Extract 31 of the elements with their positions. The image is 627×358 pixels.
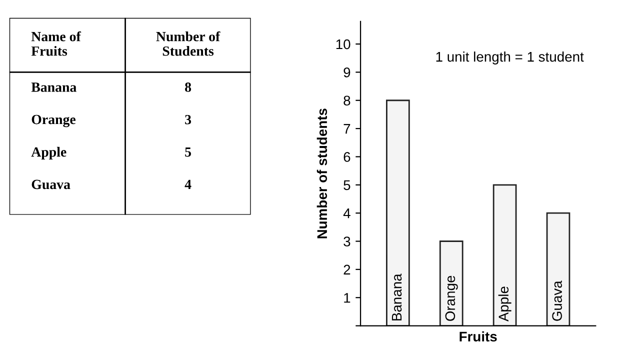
text: 8	[185, 82, 192, 92]
y-tick-label: 3	[344, 236, 350, 246]
y-tick-label: 1	[344, 293, 350, 303]
text: Banana	[31, 82, 76, 92]
y-tick-label: 5	[344, 180, 350, 190]
y-tick-label: 8	[344, 96, 350, 106]
text: Orange	[32, 114, 76, 128]
text: Guava	[32, 180, 70, 190]
y-tick-label: 4	[343, 208, 350, 218]
x-axis-title: Fruits	[460, 331, 497, 342]
text: Apple	[31, 146, 66, 160]
category-label: Guava	[552, 280, 562, 321]
text: 4	[184, 180, 192, 189]
category-label: Apple	[498, 286, 512, 322]
text: Number of Students	[156, 31, 220, 56]
y-tick-label: 10	[336, 39, 350, 50]
bar	[546, 212, 570, 326]
category-label: Banana	[392, 274, 402, 320]
y-tick-label: 7	[344, 124, 350, 134]
bar	[386, 100, 410, 326]
category-label: Orange	[445, 276, 458, 321]
y-tick-label: 9	[344, 68, 350, 78]
text: 5	[185, 147, 191, 157]
text: 3	[185, 114, 192, 124]
annotation: 1 unit length = 1 student	[436, 52, 584, 64]
y-axis-title: Number of students	[316, 108, 328, 238]
bar	[439, 240, 464, 326]
bar	[492, 184, 517, 326]
y-tick-label: 6	[344, 152, 350, 162]
text: Name of Fruits	[31, 31, 82, 56]
y-tick-label: 2	[344, 264, 350, 274]
